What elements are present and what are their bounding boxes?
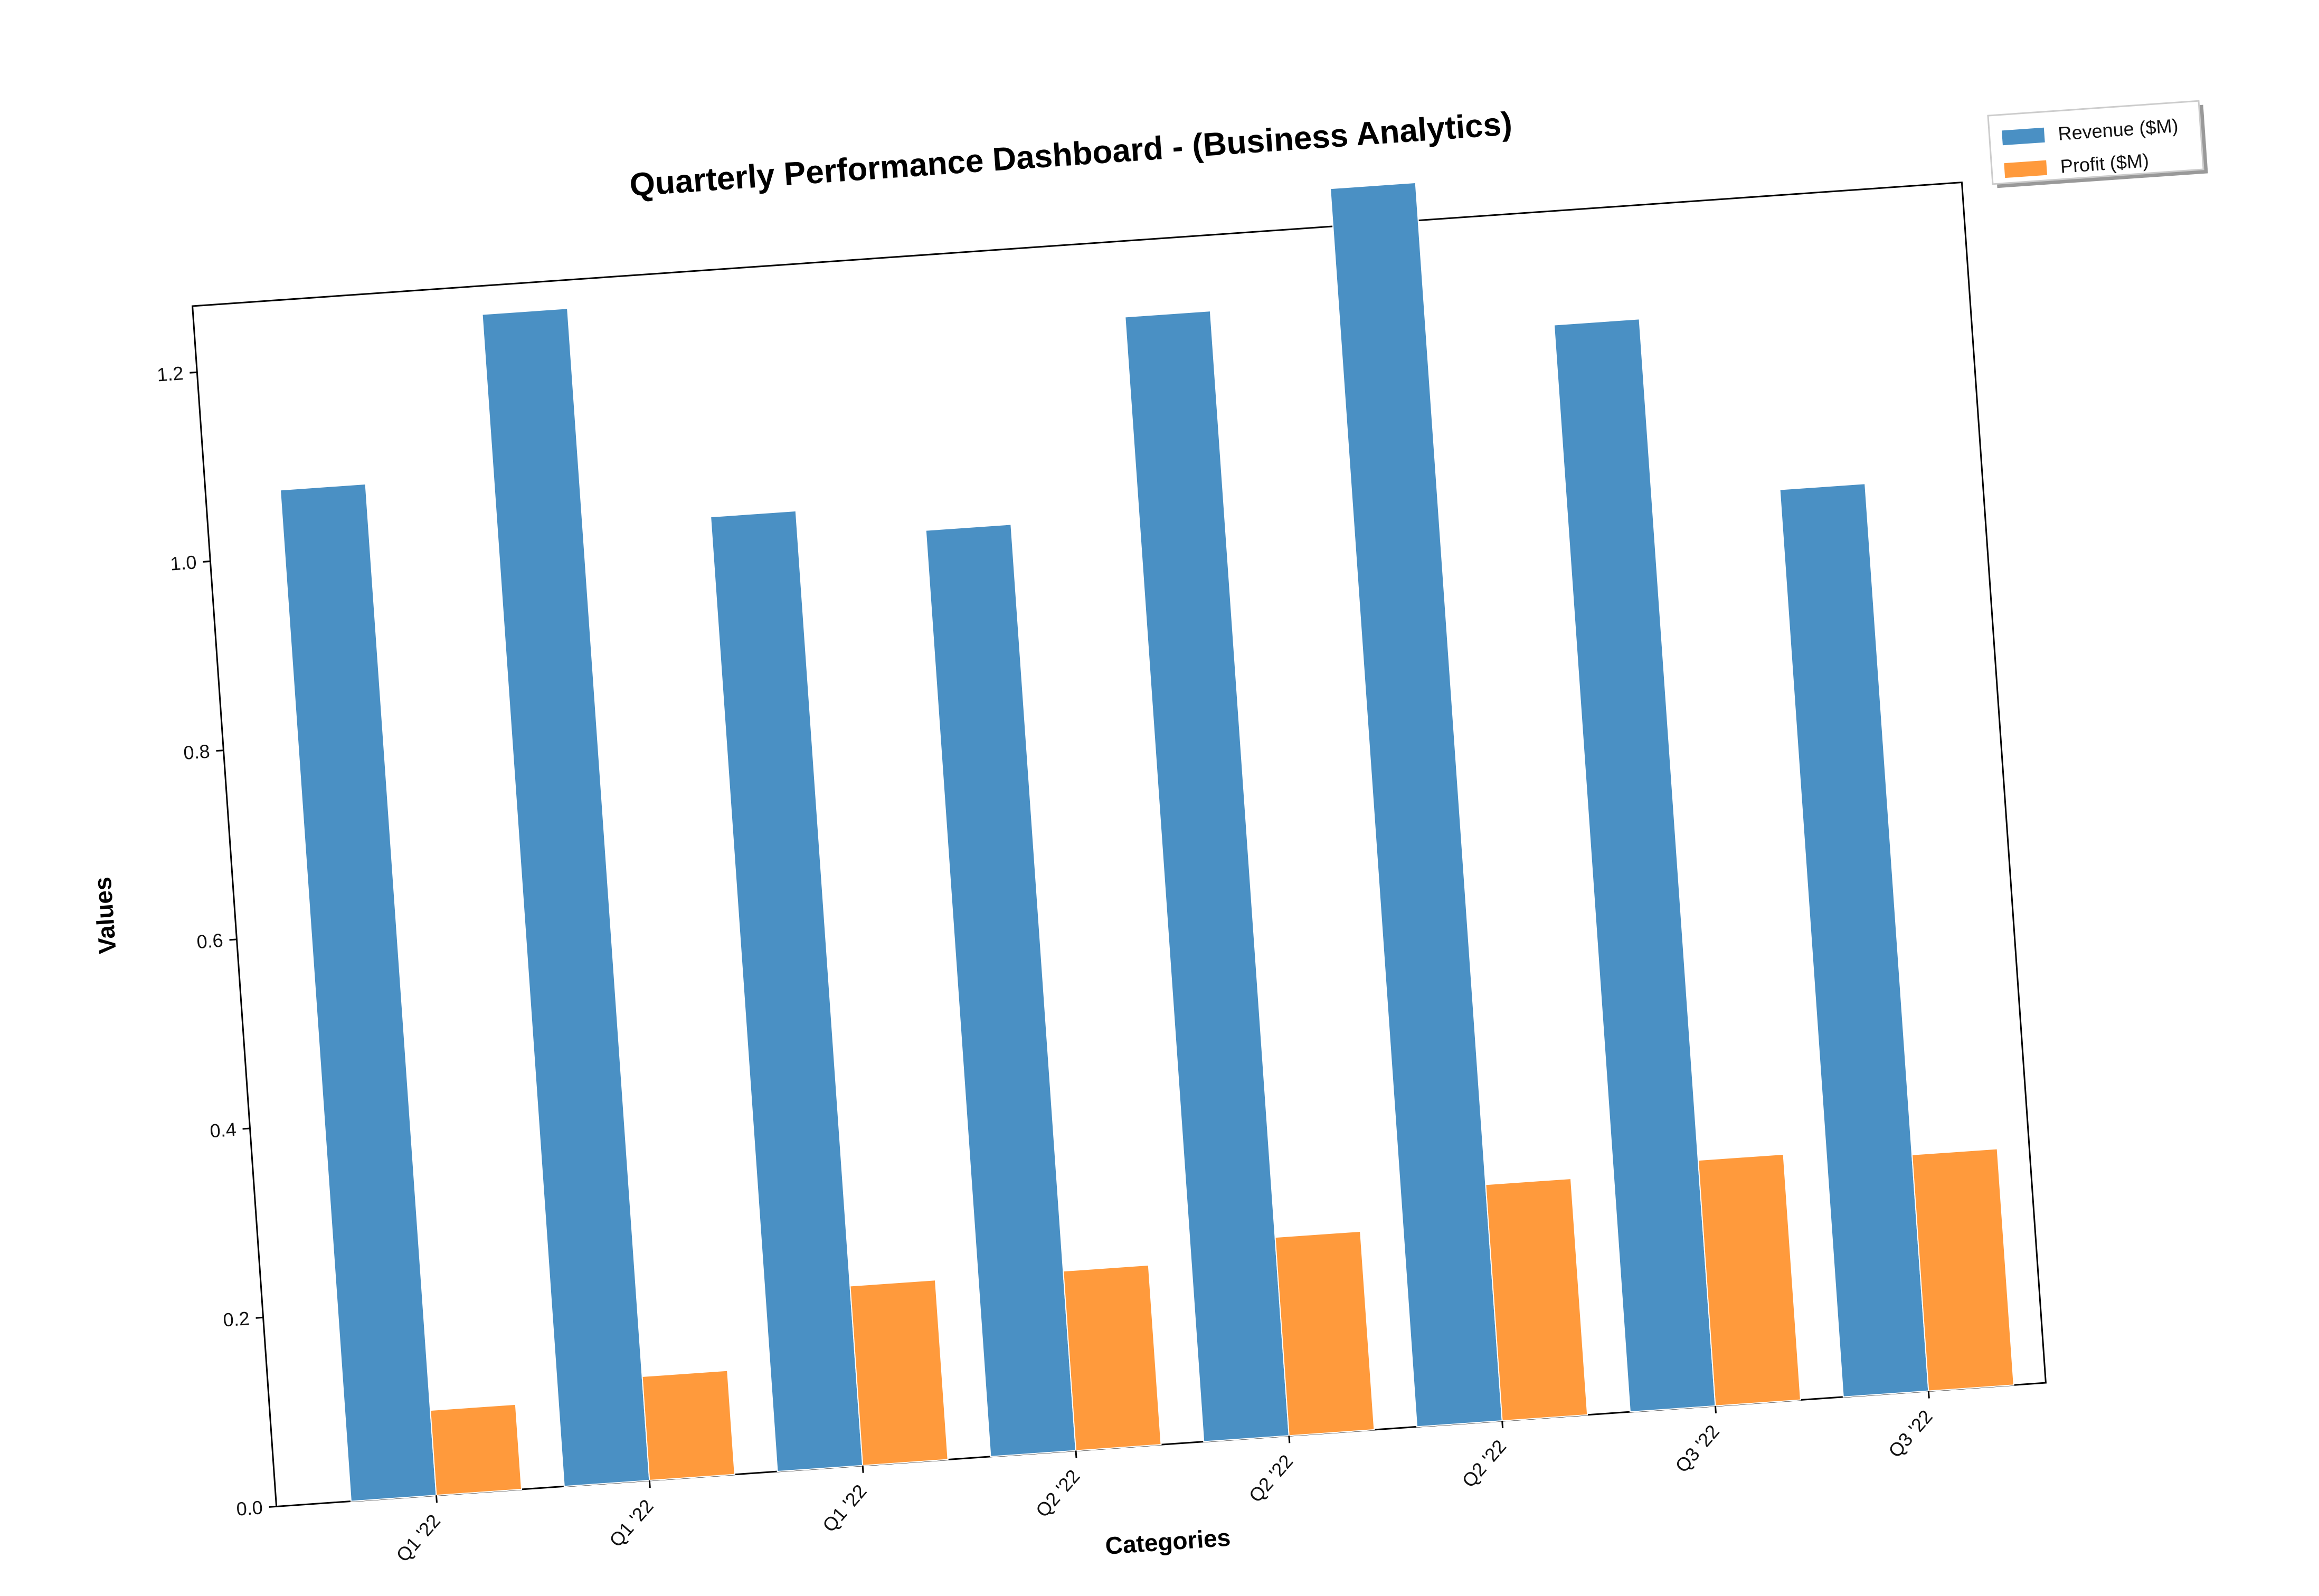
y-tick-mark bbox=[242, 1127, 250, 1130]
y-tick-label: 1.0 bbox=[169, 551, 197, 574]
bar-profit-4 bbox=[1063, 1264, 1162, 1451]
x-tick-mark bbox=[1927, 1391, 1930, 1399]
y-tick-mark bbox=[255, 1316, 263, 1319]
bar-profit-7 bbox=[1697, 1153, 1802, 1407]
x-tick-mark bbox=[435, 1495, 438, 1503]
y-tick-mark bbox=[229, 938, 237, 941]
y-tick-mark bbox=[269, 1505, 277, 1508]
bar-revenue-3 bbox=[710, 510, 864, 1472]
y-tick-label: 0.2 bbox=[222, 1307, 250, 1331]
legend-swatch-profit bbox=[2004, 160, 2048, 178]
x-tick-mark bbox=[1714, 1405, 1717, 1413]
y-tick-label: 0.6 bbox=[196, 929, 224, 953]
y-tick-label: 0.4 bbox=[209, 1118, 237, 1142]
bar-profit-3 bbox=[849, 1279, 949, 1466]
y-ticks: 0.0 0.2 0.4 0.6 0.8 1.0 1.2 bbox=[156, 362, 277, 1520]
bar-revenue-5 bbox=[1124, 310, 1290, 1442]
y-tick-mark bbox=[216, 749, 224, 752]
x-tick-mark bbox=[1501, 1420, 1504, 1429]
legend: Revenue ($M)Profit ($M) bbox=[1987, 100, 2208, 188]
plot-group: Quarterly Performance Dashboard - (Busin… bbox=[89, 106, 2047, 1566]
legend-swatch-revenue bbox=[2001, 127, 2045, 146]
bar-revenue-1 bbox=[279, 483, 437, 1502]
x-tick-mark bbox=[1288, 1436, 1291, 1443]
y-axis-label: Values bbox=[89, 876, 121, 955]
bar-revenue-2 bbox=[481, 308, 650, 1487]
bar-profit-8 bbox=[1911, 1148, 2014, 1392]
y-tick-mark bbox=[190, 371, 197, 374]
bar-profit-6 bbox=[1485, 1177, 1588, 1422]
bar-revenue-8 bbox=[1779, 483, 1929, 1398]
bar-revenue-7 bbox=[1553, 318, 1716, 1413]
bar-profit-2 bbox=[641, 1370, 735, 1481]
bars-layer bbox=[279, 182, 2014, 1502]
y-tick-label: 0.0 bbox=[235, 1496, 263, 1519]
bar-profit-5 bbox=[1274, 1230, 1375, 1437]
bar-profit-1 bbox=[430, 1403, 523, 1496]
y-tick-label: 1.2 bbox=[156, 362, 184, 385]
bar-revenue-6 bbox=[1330, 182, 1503, 1428]
bar-revenue-4 bbox=[925, 524, 1077, 1457]
x-tick-mark bbox=[648, 1480, 651, 1488]
y-tick-label: 0.8 bbox=[183, 740, 211, 764]
